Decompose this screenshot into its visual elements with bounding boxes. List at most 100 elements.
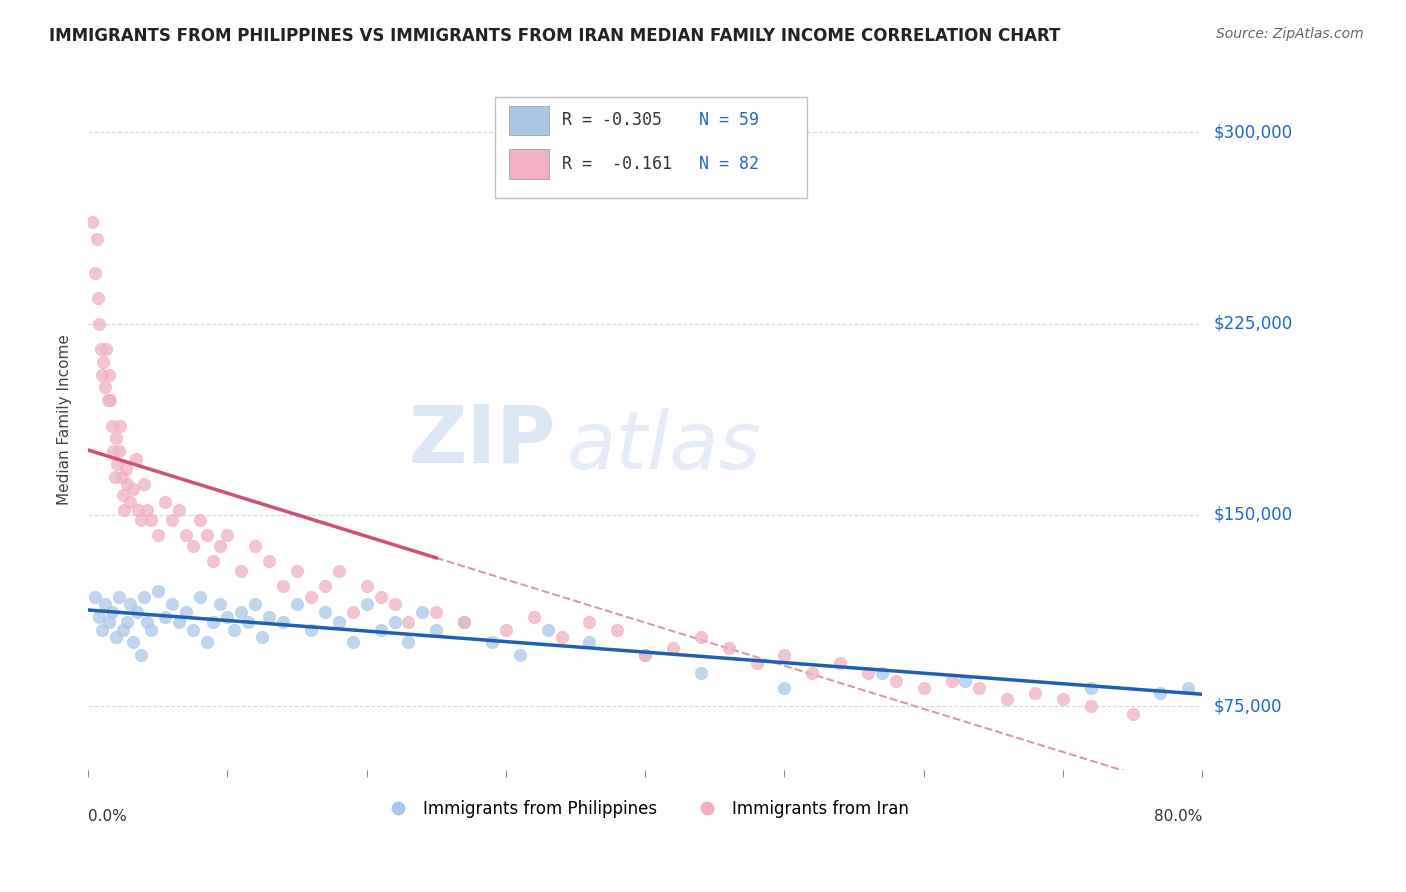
Point <box>1080 681 1102 696</box>
Point <box>342 635 364 649</box>
Point <box>252 631 274 645</box>
Point <box>89 317 111 331</box>
Point <box>86 232 108 246</box>
Point <box>550 631 572 645</box>
Point <box>356 579 378 593</box>
Text: R = -0.305: R = -0.305 <box>561 112 662 129</box>
Point <box>1149 686 1171 700</box>
Point <box>1177 681 1199 696</box>
Point <box>115 477 138 491</box>
Text: 80.0%: 80.0% <box>1154 808 1202 823</box>
Point <box>425 605 447 619</box>
Point <box>1052 691 1074 706</box>
Point <box>111 487 134 501</box>
Text: $150,000: $150,000 <box>1213 506 1292 524</box>
Point <box>217 528 239 542</box>
FancyBboxPatch shape <box>509 105 550 136</box>
Point <box>801 666 824 681</box>
Point <box>689 631 711 645</box>
Point <box>411 605 433 619</box>
Point <box>114 462 136 476</box>
Text: N = 59: N = 59 <box>699 112 759 129</box>
Point <box>118 495 141 509</box>
Point <box>160 513 183 527</box>
Point <box>238 615 260 629</box>
Point <box>91 623 114 637</box>
Point <box>111 623 134 637</box>
Point <box>93 355 115 369</box>
Text: IMMIGRANTS FROM PHILIPPINES VS IMMIGRANTS FROM IRAN MEDIAN FAMILY INCOME CORRELA: IMMIGRANTS FROM PHILIPPINES VS IMMIGRANT… <box>49 27 1060 45</box>
Point <box>105 431 128 445</box>
Point <box>153 610 176 624</box>
Point <box>132 590 155 604</box>
Point <box>188 513 211 527</box>
Point <box>224 623 246 637</box>
Point <box>356 597 378 611</box>
Point <box>124 451 146 466</box>
Point <box>105 631 128 645</box>
Point <box>231 564 253 578</box>
Point <box>398 635 420 649</box>
Point <box>299 590 322 604</box>
Point <box>453 615 475 629</box>
Point <box>167 503 190 517</box>
Point <box>167 615 190 629</box>
Point <box>398 615 420 629</box>
Point <box>1080 699 1102 714</box>
Point <box>271 615 294 629</box>
Point <box>160 597 183 611</box>
Text: R =  -0.161: R = -0.161 <box>561 155 672 173</box>
Point <box>689 666 711 681</box>
Point <box>509 648 531 663</box>
Point <box>146 528 169 542</box>
Point <box>90 342 112 356</box>
Point <box>135 503 157 517</box>
FancyBboxPatch shape <box>495 96 807 198</box>
Text: $75,000: $75,000 <box>1213 698 1282 715</box>
Point <box>139 513 162 527</box>
Point <box>314 605 336 619</box>
Point <box>174 528 197 542</box>
Point <box>523 610 546 624</box>
Point <box>94 597 117 611</box>
Point <box>195 635 218 649</box>
Point <box>941 673 963 688</box>
Point <box>955 673 977 688</box>
Text: ZIP: ZIP <box>409 401 555 479</box>
Point <box>537 623 560 637</box>
Point <box>129 513 152 527</box>
Point <box>370 623 392 637</box>
Point <box>634 648 657 663</box>
Point <box>97 393 120 408</box>
Point <box>96 342 118 356</box>
Point <box>285 597 308 611</box>
Point <box>257 610 280 624</box>
Text: 0.0%: 0.0% <box>89 808 127 823</box>
Point <box>125 605 148 619</box>
Point <box>453 615 475 629</box>
Point <box>209 539 232 553</box>
Point <box>856 666 879 681</box>
Point <box>1024 686 1046 700</box>
Point <box>271 579 294 593</box>
Point <box>135 615 157 629</box>
Point <box>717 640 740 655</box>
Point <box>91 368 114 382</box>
Point <box>107 590 129 604</box>
Point <box>87 291 110 305</box>
Point <box>153 495 176 509</box>
Point <box>969 681 991 696</box>
Point <box>257 554 280 568</box>
Text: Source: ZipAtlas.com: Source: ZipAtlas.com <box>1216 27 1364 41</box>
FancyBboxPatch shape <box>509 149 550 178</box>
Point <box>342 605 364 619</box>
Point <box>202 615 225 629</box>
Point <box>299 623 322 637</box>
Point <box>773 681 796 696</box>
Point <box>115 615 138 629</box>
Point <box>84 266 107 280</box>
Point <box>384 597 406 611</box>
Point <box>107 444 129 458</box>
Point <box>84 590 107 604</box>
Point <box>101 605 124 619</box>
